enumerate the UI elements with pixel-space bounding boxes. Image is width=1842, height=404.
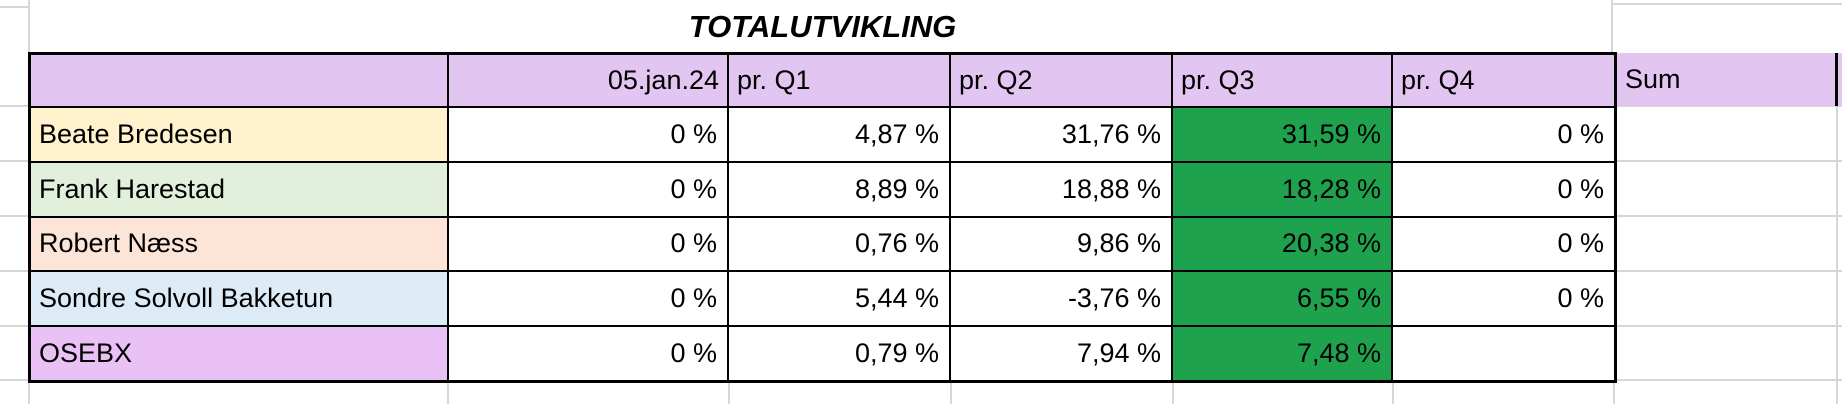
value-cell[interactable]: 0 % xyxy=(449,272,729,326)
value-cell[interactable]: 0 % xyxy=(1557,283,1604,314)
header-cell-q2[interactable]: pr. Q2 xyxy=(951,55,1173,106)
value-cell[interactable]: 4,87 % xyxy=(729,108,951,161)
gridline xyxy=(728,379,730,404)
value-cell[interactable]: -3,76 % xyxy=(951,272,1173,326)
value-cell[interactable]: 31,76 % xyxy=(951,108,1173,161)
row-label-cell[interactable]: Beate Bredesen xyxy=(31,108,449,161)
header-cell-blank[interactable] xyxy=(31,55,449,106)
gridline xyxy=(447,379,449,404)
sum-column-right-border xyxy=(1835,53,1838,106)
row-label-cell[interactable]: Frank Harestad xyxy=(31,162,449,216)
value-cell[interactable]: 0 % xyxy=(1557,118,1604,149)
value-cell[interactable]: 0 % xyxy=(449,217,729,271)
value-cell[interactable]: 7,94 % xyxy=(951,327,1173,380)
value-cell[interactable]: 0 % xyxy=(449,162,729,216)
header-cell-q1[interactable]: pr. Q1 xyxy=(729,55,951,106)
value-cell[interactable]: 5,44 % xyxy=(729,272,951,326)
table-row-robert: Robert Næss 0 % 0,76 % 9,86 % 20,38 % 0 … xyxy=(31,217,1614,273)
sheet-title-cell[interactable]: TOTALUTVIKLING xyxy=(688,9,957,44)
gridline xyxy=(1613,379,1615,404)
row-label-cell[interactable]: Sondre Solvoll Bakketun xyxy=(31,272,449,326)
gridline xyxy=(0,6,28,8)
value-cell[interactable]: 18,88 % xyxy=(951,162,1173,216)
header-cell-q4[interactable]: pr. Q4 xyxy=(1393,55,1614,106)
value-cell[interactable]: 8,89 % xyxy=(729,162,951,216)
gridline xyxy=(1172,379,1174,404)
row-label-cell[interactable]: OSEBX xyxy=(31,327,449,380)
header-cell-q3[interactable]: pr. Q3 xyxy=(1173,55,1393,106)
value-cell[interactable]: 0,76 % xyxy=(729,217,951,271)
gridline xyxy=(1611,3,1842,5)
value-cell[interactable]: 0 % xyxy=(449,327,729,380)
value-cell[interactable]: 0 % xyxy=(1557,173,1604,204)
table-row-sondre: Sondre Solvoll Bakketun 0 % 5,44 % -3,76… xyxy=(31,272,1614,328)
value-cell-highlighted[interactable]: 6,55 % xyxy=(1173,272,1393,326)
sum-column-header-cell[interactable]: Sum xyxy=(1617,53,1842,106)
table-row-beate: Beate Bredesen 0 % 4,87 % 31,76 % 31,59 … xyxy=(31,108,1614,163)
value-cell-highlighted[interactable]: 20,38 % xyxy=(1173,217,1393,271)
header-row: 05.jan.24 pr. Q1 pr. Q2 pr. Q3 pr. Q4 xyxy=(31,55,1614,108)
gridline xyxy=(1392,379,1394,404)
value-cell-highlighted[interactable]: 31,59 % xyxy=(1173,108,1393,161)
table-row-frank: Frank Harestad 0 % 8,89 % 18,88 % 18,28 … xyxy=(31,162,1614,218)
value-cell[interactable]: 0 % xyxy=(1557,228,1604,259)
table-row-osebx: OSEBX 0 % 0,79 % 7,94 % 7,48 % xyxy=(31,327,1614,380)
header-cell-date[interactable]: 05.jan.24 xyxy=(449,55,729,106)
gridline xyxy=(1836,107,1838,404)
row-label-cell[interactable]: Robert Næss xyxy=(31,217,449,271)
totalutvikling-table: 05.jan.24 pr. Q1 pr. Q2 pr. Q3 pr. Q4 Be… xyxy=(28,52,1617,383)
value-cell-highlighted[interactable]: 18,28 % xyxy=(1173,162,1393,216)
value-cell-highlighted[interactable]: 7,48 % xyxy=(1173,327,1393,380)
gridline xyxy=(950,379,952,404)
value-cell[interactable]: 0 % xyxy=(449,108,729,161)
value-cell[interactable]: 0,79 % xyxy=(729,327,951,380)
value-cell[interactable] xyxy=(1393,327,1614,380)
gridline xyxy=(1611,0,1613,53)
value-cell[interactable]: 9,86 % xyxy=(951,217,1173,271)
